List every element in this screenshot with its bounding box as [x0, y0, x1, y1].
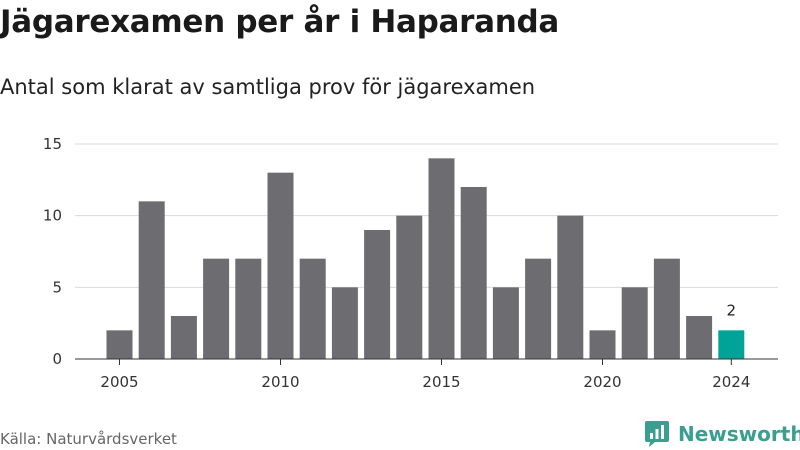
bar — [686, 316, 713, 359]
bar — [653, 258, 680, 359]
bar — [331, 287, 358, 359]
bar — [106, 330, 133, 359]
bar — [718, 330, 745, 359]
bar — [428, 158, 455, 359]
bar — [589, 330, 616, 359]
brand: Newsworthy — [644, 420, 800, 448]
x-tick-label: 2020 — [583, 373, 621, 391]
chart-title: Jägarexamen per år i Haparanda — [0, 4, 560, 40]
x-tick-label: 2005 — [100, 373, 138, 391]
bar — [525, 258, 552, 359]
bar — [557, 215, 584, 359]
bar — [460, 187, 487, 359]
bar — [267, 172, 294, 359]
bar — [299, 258, 326, 359]
x-tick-label: 2024 — [712, 373, 750, 391]
bar — [492, 287, 519, 359]
chart-subtitle: Antal som klarat av samtliga prov för jä… — [0, 75, 536, 99]
bar-chart: 0 5 10 15 2005 2010 2015 2020 2024 2 — [43, 135, 778, 391]
bar — [235, 258, 262, 359]
source-note: Källa: Naturvårdsverket — [0, 430, 177, 448]
y-tick-label: 15 — [43, 135, 62, 153]
bar — [364, 230, 391, 359]
y-tick-label: 5 — [52, 278, 62, 296]
data-label: 2 — [727, 301, 737, 319]
bar — [170, 316, 197, 359]
x-tick-label: 2015 — [422, 373, 460, 391]
bar — [621, 287, 648, 359]
bar — [203, 258, 230, 359]
y-tick-label: 10 — [43, 207, 62, 225]
bar — [396, 215, 423, 359]
y-tick-label: 0 — [52, 350, 62, 368]
bar — [138, 201, 165, 359]
x-tick-label: 2010 — [261, 373, 299, 391]
newsworthy-logo-icon — [645, 421, 669, 447]
brand-name: Newsworthy — [678, 422, 800, 446]
